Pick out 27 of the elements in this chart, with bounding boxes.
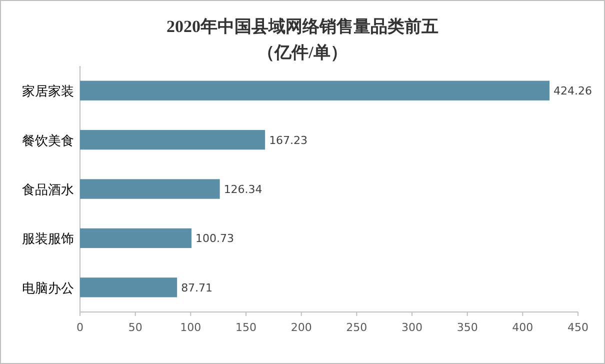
bar: [80, 130, 266, 150]
bar: [80, 80, 550, 100]
data-label: 424.26: [554, 84, 592, 98]
chart-title: 2020年中国县域网络销售量品类前五: [166, 17, 438, 36]
x-tick-label: 50: [128, 321, 142, 334]
x-tick-label: 150: [236, 321, 256, 334]
data-label: 126.34: [224, 183, 262, 196]
x-tick-label: 200: [290, 321, 312, 334]
y-tick-label: 餐饮美食: [22, 132, 74, 148]
data-label: 167.23: [269, 134, 308, 147]
bar: [80, 179, 220, 199]
x-tick-label: 0: [76, 321, 84, 334]
chart-subtitle: （亿件/单）: [258, 43, 348, 62]
y-tick-label: 食品酒水: [22, 182, 74, 197]
y-tick-label: 家居家装: [22, 84, 74, 99]
bar: [80, 228, 192, 248]
x-tick-label: 350: [456, 321, 478, 334]
x-tick-label: 250: [346, 321, 368, 334]
x-tick-label: 450: [568, 321, 588, 334]
bar: [80, 278, 178, 298]
data-label: 87.71: [181, 281, 213, 294]
x-tick-label: 100: [180, 321, 202, 334]
y-tick-label: 电脑办公: [22, 280, 74, 296]
y-tick-label: 服装服饰: [22, 231, 74, 246]
x-tick-label: 300: [402, 321, 422, 334]
data-label: 100.73: [195, 232, 234, 246]
x-tick-label: 400: [512, 321, 534, 334]
